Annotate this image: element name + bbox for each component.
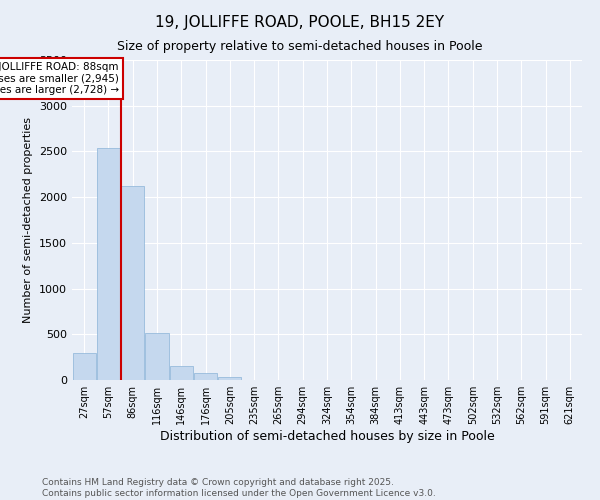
Bar bbox=[218, 378, 241, 380]
Bar bbox=[121, 186, 144, 380]
Text: 19, JOLLIFFE ROAD, POOLE, BH15 2EY: 19, JOLLIFFE ROAD, POOLE, BH15 2EY bbox=[155, 15, 445, 30]
Text: Contains HM Land Registry data © Crown copyright and database right 2025.
Contai: Contains HM Land Registry data © Crown c… bbox=[42, 478, 436, 498]
Bar bbox=[170, 366, 193, 380]
Bar bbox=[194, 373, 217, 380]
Bar bbox=[97, 148, 120, 380]
Bar bbox=[145, 334, 169, 380]
X-axis label: Distribution of semi-detached houses by size in Poole: Distribution of semi-detached houses by … bbox=[160, 430, 494, 443]
Bar bbox=[73, 352, 95, 380]
Text: 19 JOLLIFFE ROAD: 88sqm
← 52% of semi-detached houses are smaller (2,945)
48% of: 19 JOLLIFFE ROAD: 88sqm ← 52% of semi-de… bbox=[0, 62, 119, 95]
Text: Size of property relative to semi-detached houses in Poole: Size of property relative to semi-detach… bbox=[117, 40, 483, 53]
Y-axis label: Number of semi-detached properties: Number of semi-detached properties bbox=[23, 117, 34, 323]
